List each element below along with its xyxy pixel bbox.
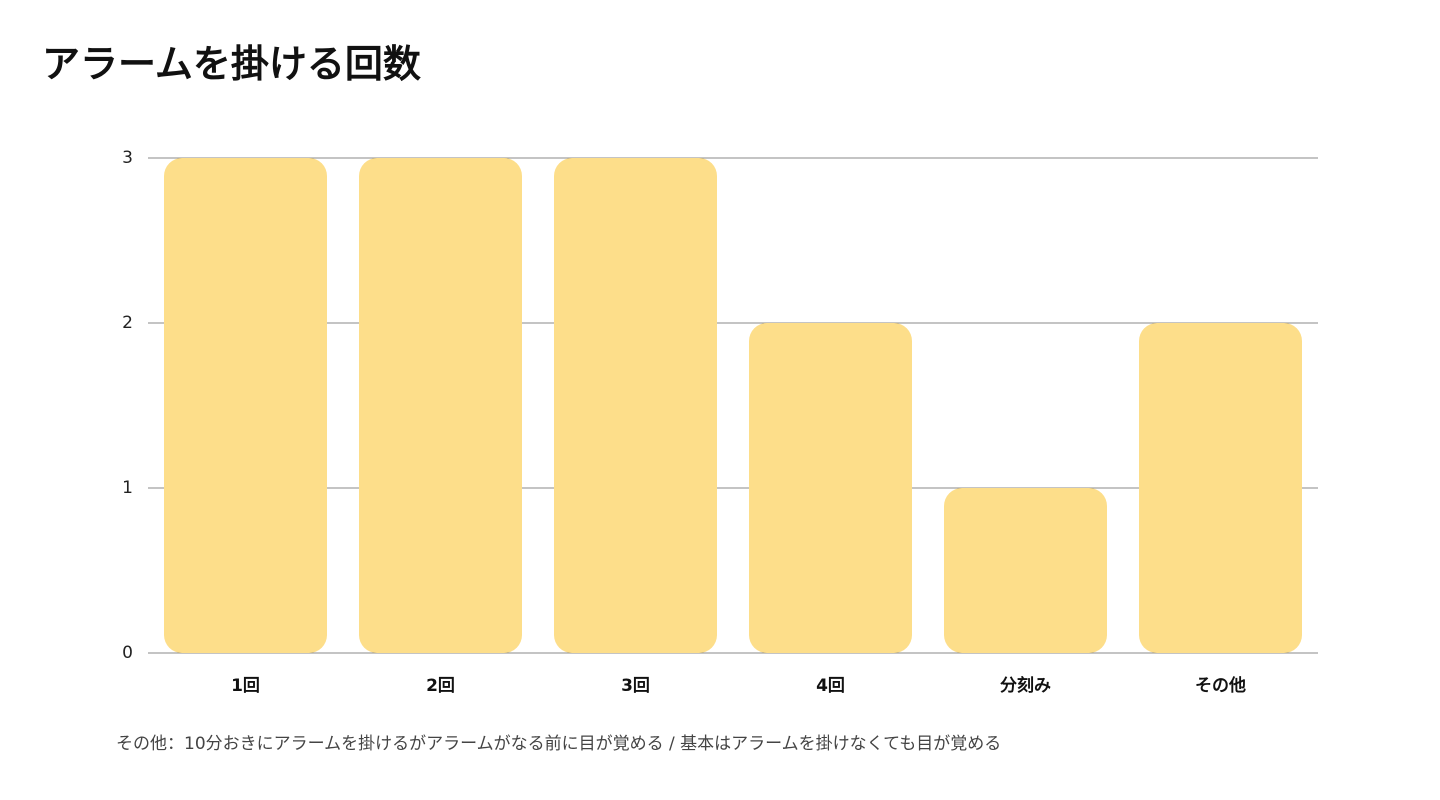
x-axis-labels: 1回 2回 3回 4回 分刻み その他 xyxy=(231,675,1246,696)
x-category-label: 分刻み xyxy=(1000,675,1051,696)
grid-lines xyxy=(148,157,1318,654)
x-category-label: その他 xyxy=(1195,675,1246,696)
y-tick-label: 1 xyxy=(122,478,133,498)
bar xyxy=(164,158,327,653)
bars xyxy=(164,158,1302,653)
x-category-label: 3回 xyxy=(621,676,650,696)
x-category-label: 4回 xyxy=(816,676,845,696)
page-title: アラームを掛ける回数 xyxy=(42,42,421,86)
y-axis-ticks: 0 1 2 3 xyxy=(122,148,133,663)
bar xyxy=(359,158,522,653)
y-tick-label: 2 xyxy=(122,313,133,333)
x-category-label: 2回 xyxy=(426,676,455,696)
bar xyxy=(749,323,912,653)
x-category-label: 1回 xyxy=(231,676,260,696)
y-tick-label: 3 xyxy=(122,148,133,168)
footnote: その他：10分おきにアラームを掛けるがアラームがなる前に目が覚める / 基本はア… xyxy=(116,734,1002,754)
bar xyxy=(554,158,717,653)
y-tick-label: 0 xyxy=(122,643,133,663)
bar xyxy=(1139,323,1302,653)
bar xyxy=(944,488,1107,653)
